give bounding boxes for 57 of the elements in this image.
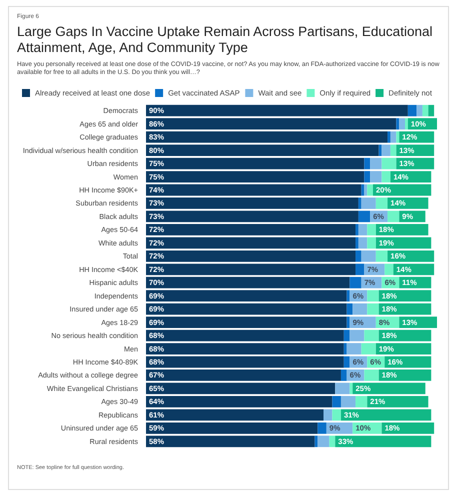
bar — [390, 131, 396, 143]
bar — [350, 382, 353, 394]
bar — [382, 171, 390, 182]
bar — [146, 171, 364, 182]
bar — [346, 343, 362, 354]
bar — [332, 396, 341, 408]
bar — [146, 330, 344, 342]
bar — [146, 210, 358, 222]
bar — [370, 158, 382, 170]
bar — [388, 210, 400, 222]
bar — [367, 290, 379, 302]
bar — [367, 184, 373, 196]
bar — [146, 370, 341, 381]
bar — [340, 396, 356, 408]
bar — [146, 184, 362, 196]
bar — [376, 198, 388, 209]
bar — [408, 104, 417, 116]
bar — [422, 104, 428, 116]
bar — [146, 198, 358, 209]
bar — [364, 370, 379, 381]
bar — [344, 343, 347, 354]
bar — [350, 330, 364, 342]
chart-title: Large Gaps In Vaccine Uptake Remain Across Partisans, Educational Attainment, Age, And Community Type — [17, 24, 434, 56]
bar — [388, 198, 428, 209]
bar — [364, 171, 370, 182]
bar — [358, 210, 370, 222]
bar — [382, 144, 390, 156]
bar — [416, 104, 422, 116]
bar — [399, 118, 405, 130]
bar — [146, 382, 336, 394]
bar — [335, 382, 350, 394]
bar — [344, 356, 350, 368]
bar — [376, 343, 432, 354]
bar — [390, 144, 396, 156]
bar — [146, 343, 344, 354]
bar — [324, 409, 332, 421]
bar — [361, 184, 364, 196]
bar — [329, 436, 336, 448]
bar — [364, 330, 379, 342]
bar — [404, 118, 408, 130]
bar — [146, 158, 364, 170]
bar — [388, 131, 390, 143]
bar — [350, 276, 362, 288]
bar — [340, 370, 347, 381]
bar — [358, 198, 362, 209]
bar — [318, 422, 326, 434]
bar — [378, 370, 432, 381]
bar — [146, 356, 344, 368]
bar — [352, 382, 426, 394]
bar — [364, 158, 370, 170]
bar — [361, 198, 376, 209]
bar — [382, 158, 396, 170]
bar — [356, 396, 368, 408]
bar — [370, 171, 382, 182]
bar — [344, 330, 350, 342]
bar — [361, 343, 376, 354]
bar — [332, 409, 341, 421]
